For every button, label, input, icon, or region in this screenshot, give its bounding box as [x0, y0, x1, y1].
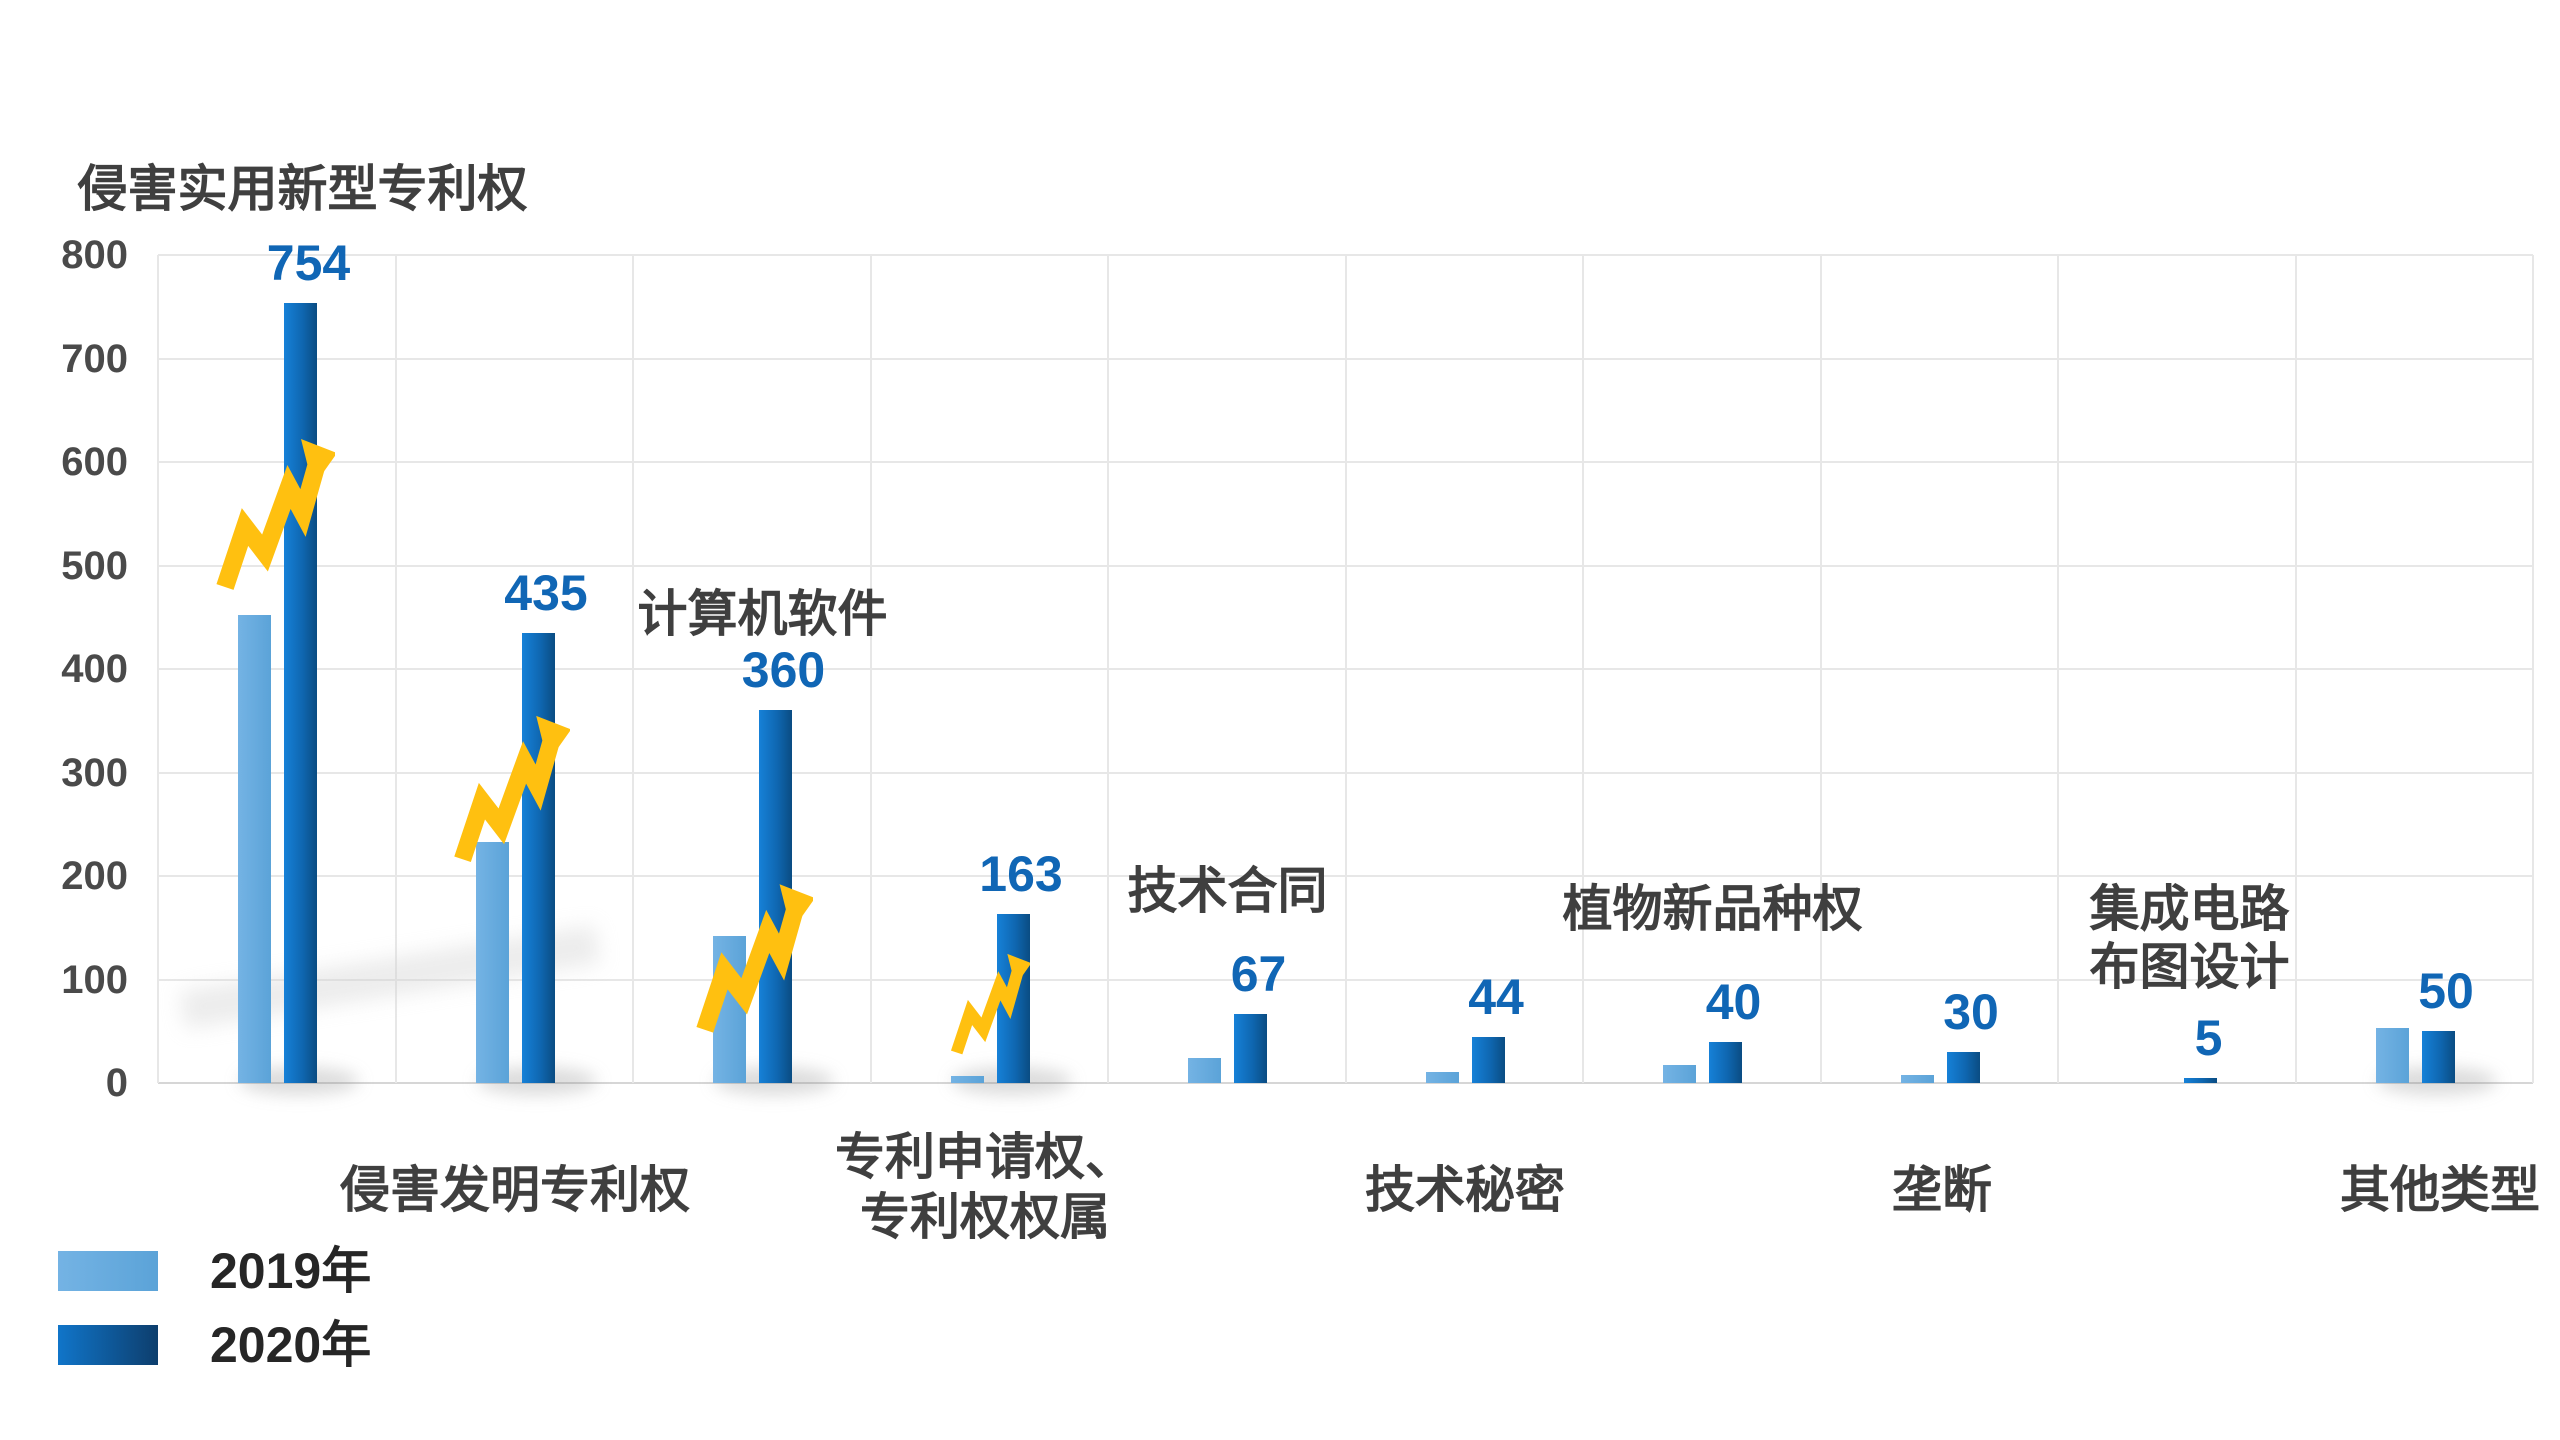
gridline-v-4 — [1107, 255, 1109, 1083]
value-label-group-0: 754 — [266, 234, 351, 291]
legend-swatch-2019 — [58, 1251, 158, 1291]
category-label-group-8: 集成电路 布图设计 — [2089, 881, 2290, 995]
legend-label-2020: 2020年 — [210, 1317, 372, 1373]
category-label-group-7: 垄断 — [1892, 1162, 1992, 1218]
y-tick-200: 200 — [61, 854, 128, 898]
growth-arrow-icon — [950, 953, 1030, 1055]
gridline-v-9 — [2294, 255, 2297, 1083]
value-label-group-5: 44 — [1468, 969, 1524, 1026]
category-label-group-1: 侵害发明专利权 — [340, 1162, 690, 1218]
bar-2020-group-1 — [521, 632, 555, 1083]
y-tick-500: 500 — [61, 543, 128, 588]
legend-item-2019: 2019年 — [58, 1243, 372, 1299]
y-tick-100: 100 — [61, 957, 128, 1002]
gridline-v-6 — [1582, 255, 1584, 1083]
growth-arrow-icon — [454, 715, 570, 863]
gridline-v-5 — [1344, 255, 1347, 1083]
category-label-group-4: 技术合同 — [1127, 863, 1328, 919]
bar-2020-group-8 — [2184, 1077, 2217, 1083]
category-label-group-2: 计算机软件 — [637, 586, 888, 642]
gridline-v-0 — [157, 255, 159, 1083]
bar-2020-group-7 — [1946, 1051, 1980, 1083]
gridline-v-2 — [632, 255, 634, 1083]
growth-arrow-icon — [216, 439, 335, 590]
value-label-group-6: 40 — [1705, 973, 1762, 1030]
gridline-v-10 — [2532, 255, 2534, 1083]
growth-arrow-icon — [696, 884, 813, 1033]
value-label-group-9: 50 — [2418, 963, 2474, 1020]
bar-2020-group-5 — [1471, 1037, 1505, 1083]
gridline-v-7 — [1819, 255, 1822, 1083]
legend-label-2019: 2019年 — [210, 1243, 372, 1299]
value-label-group-3: 163 — [979, 846, 1063, 903]
bar-2019-group-3 — [950, 1075, 984, 1083]
bar-2019-group-1 — [475, 841, 509, 1083]
gridline-v-3 — [869, 255, 872, 1083]
category-label-group-9: 其他类型 — [2340, 1162, 2540, 1218]
bar-2020-group-4 — [1234, 1013, 1267, 1083]
bar-2020-group-0 — [284, 302, 317, 1083]
value-label-group-4: 67 — [1230, 945, 1287, 1002]
y-tick-700: 700 — [61, 336, 128, 381]
value-label-group-2: 360 — [741, 642, 826, 699]
y-tick-800: 800 — [61, 233, 128, 277]
bar-2019-group-0 — [238, 615, 271, 1083]
category-label-group-0: 侵害实用新型专利权 — [77, 161, 528, 217]
category-label-group-5: 技术秘密 — [1365, 1162, 1565, 1218]
bar-2020-group-6 — [1709, 1041, 1742, 1083]
bar-2019-group-6 — [1663, 1065, 1696, 1083]
bar-2020-group-9 — [2421, 1031, 2455, 1083]
y-tick-400: 400 — [61, 647, 128, 691]
y-tick-600: 600 — [61, 440, 128, 484]
legend: 2019年 2020年 — [58, 1243, 372, 1396]
y-tick-300: 300 — [61, 750, 128, 795]
gridline-v-1 — [394, 255, 397, 1083]
y-tick-0: 0 — [105, 1061, 128, 1105]
legend-swatch-2020 — [58, 1325, 158, 1365]
category-label-group-6: 植物新品种权 — [1562, 881, 1863, 937]
gridline-h-0 — [158, 1082, 2533, 1084]
bar-2019-group-4 — [1188, 1058, 1221, 1083]
bar-2019-group-5 — [1425, 1071, 1459, 1083]
bar-2019-group-9 — [2375, 1028, 2409, 1083]
value-label-group-8: 5 — [2194, 1009, 2223, 1066]
legend-item-2020: 2020年 — [58, 1317, 372, 1373]
value-label-group-7: 30 — [1943, 983, 1999, 1040]
bar-2019-group-7 — [1900, 1074, 1934, 1083]
value-label-group-1: 435 — [504, 564, 588, 621]
gridline-v-8 — [2057, 255, 2059, 1083]
category-label-group-3: 专利申请权、 专利权权属 — [835, 1129, 1135, 1245]
